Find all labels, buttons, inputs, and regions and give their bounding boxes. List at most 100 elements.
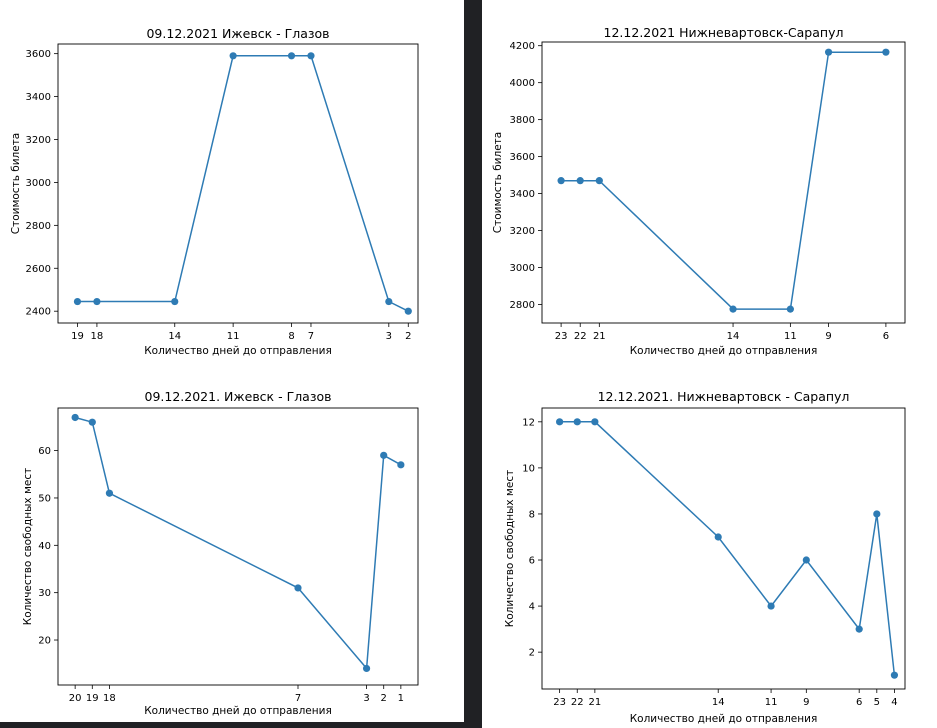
data-point	[287, 52, 296, 60]
data-point	[380, 451, 388, 459]
dark-divider-bottom	[0, 722, 464, 728]
y-tick-label: 3200	[510, 226, 535, 237]
data-point	[595, 177, 603, 185]
x-tick-label: 7	[295, 693, 301, 704]
x-tick-label: 4	[891, 697, 897, 708]
x-tick-label: 22	[571, 697, 584, 708]
data-point	[557, 177, 565, 185]
y-tick-label: 3000	[510, 263, 535, 274]
data-point	[573, 418, 581, 426]
series-line	[561, 51, 886, 310]
data-point	[397, 461, 405, 469]
x-tick-label: 2	[405, 331, 411, 342]
data-point	[556, 418, 564, 426]
data-point	[105, 489, 114, 497]
x-tick-label: 1	[398, 693, 404, 704]
x-axis-label: Количество дней до отправления	[630, 713, 818, 725]
data-point	[88, 418, 96, 426]
x-tick-label: 20	[69, 693, 82, 704]
x-tick-label: 9	[825, 331, 831, 342]
y-tick-label: 12	[522, 417, 535, 428]
y-tick-label: 40	[38, 541, 51, 552]
chart-panel-4: 12.12.2021. Нижневартовск - Сарапул 2 4 6 8 1…	[504, 389, 906, 725]
data-point	[93, 297, 101, 306]
data-point	[71, 413, 79, 422]
data-point	[385, 297, 393, 306]
chart-title: 09.12.2021. Ижевск - Глазов	[145, 389, 332, 404]
x-tick-label: 18	[91, 331, 104, 342]
data-point	[890, 671, 899, 679]
y-tick-label: 8	[529, 509, 535, 520]
data-point	[714, 533, 722, 541]
chart-title: 09.12.2021 Ижевск - Глазов	[146, 26, 329, 41]
y-tick-label: 3600	[26, 49, 51, 60]
x-tick-label: 6	[856, 697, 862, 708]
x-tick-label: 14	[712, 697, 725, 708]
y-axis-label: Стоимость билета	[492, 132, 504, 233]
chart-title: 12.12.2021. Нижневартовск - Сарапул	[598, 389, 850, 404]
data-point	[171, 297, 179, 306]
x-tick-label: 2	[381, 693, 387, 704]
x-tick-label: 9	[803, 697, 809, 708]
y-axis-label: Стоимость билета	[10, 133, 22, 234]
x-tick-label: 23	[553, 697, 566, 708]
chart-panel-2: 12.12.2021 Нижневартовск-Сарапул 2800 3000…	[492, 25, 906, 357]
y-tick-label: 3800	[510, 115, 535, 126]
data-point	[576, 177, 584, 185]
x-tick-label: 3	[386, 331, 392, 342]
y-tick-label: 3400	[26, 92, 51, 103]
data-point	[591, 418, 599, 426]
y-tick-label: 60	[38, 446, 51, 457]
y-tick-label: 50	[38, 493, 51, 504]
chart-title: 12.12.2021 Нижневартовск-Сарапул	[604, 25, 844, 40]
x-tick-label: 19	[71, 331, 84, 342]
x-tick-label: 11	[784, 331, 797, 342]
data-point	[73, 297, 82, 306]
x-tick-label: 11	[765, 697, 778, 708]
plot-frame	[57, 407, 419, 686]
series-line	[74, 416, 402, 671]
x-tick-label: 5	[874, 697, 880, 708]
y-tick-label: 30	[38, 588, 51, 599]
x-tick-label: 8	[288, 331, 294, 342]
y-tick-label: 2400	[26, 307, 51, 318]
data-point	[767, 602, 775, 610]
y-tick-label: 2	[529, 648, 535, 659]
x-tick-label: 3	[363, 693, 369, 704]
y-tick-label: 6	[529, 556, 535, 567]
x-tick-label: 21	[593, 331, 606, 342]
x-tick-label: 14	[168, 331, 181, 342]
chart-panel-3: 09.12.2021. Ижевск - Глазов 20 30 40 50 60 20 1…	[22, 389, 419, 717]
y-axis-label: Количество свободных мест	[22, 468, 34, 625]
y-tick-label: 3400	[510, 189, 535, 200]
x-tick-label: 22	[574, 331, 587, 342]
y-tick-label: 3600	[510, 152, 535, 163]
y-tick-label: 2600	[26, 264, 51, 275]
data-point	[307, 52, 315, 60]
y-tick-label: 20	[38, 636, 51, 647]
x-tick-label: 11	[227, 331, 240, 342]
x-tick-label: 21	[588, 697, 601, 708]
y-tick-label: 3200	[26, 135, 51, 146]
x-tick-label: 14	[727, 331, 740, 342]
chart-panel-1: 09.12.2021 Ижевск - Глазов 2400 2600 2800 30…	[10, 26, 419, 357]
plot-frame	[541, 407, 906, 690]
data-point	[873, 510, 881, 518]
y-tick-label: 4000	[510, 78, 535, 89]
y-tick-label: 10	[522, 463, 535, 474]
dark-divider-vertical	[464, 0, 482, 728]
y-tick-label: 4	[529, 602, 535, 613]
data-point	[362, 664, 371, 673]
y-tick-label: 2800	[510, 300, 535, 311]
x-tick-label: 19	[86, 693, 99, 704]
data-point	[229, 52, 237, 60]
x-axis-label: Количество дней до отправления	[144, 345, 332, 357]
series-line	[559, 421, 896, 676]
y-tick-label: 2800	[26, 221, 51, 232]
series-line	[77, 55, 409, 312]
data-point	[855, 625, 863, 633]
x-tick-label: 23	[555, 331, 568, 342]
x-axis-label: Количество дней до отправления	[630, 345, 818, 357]
